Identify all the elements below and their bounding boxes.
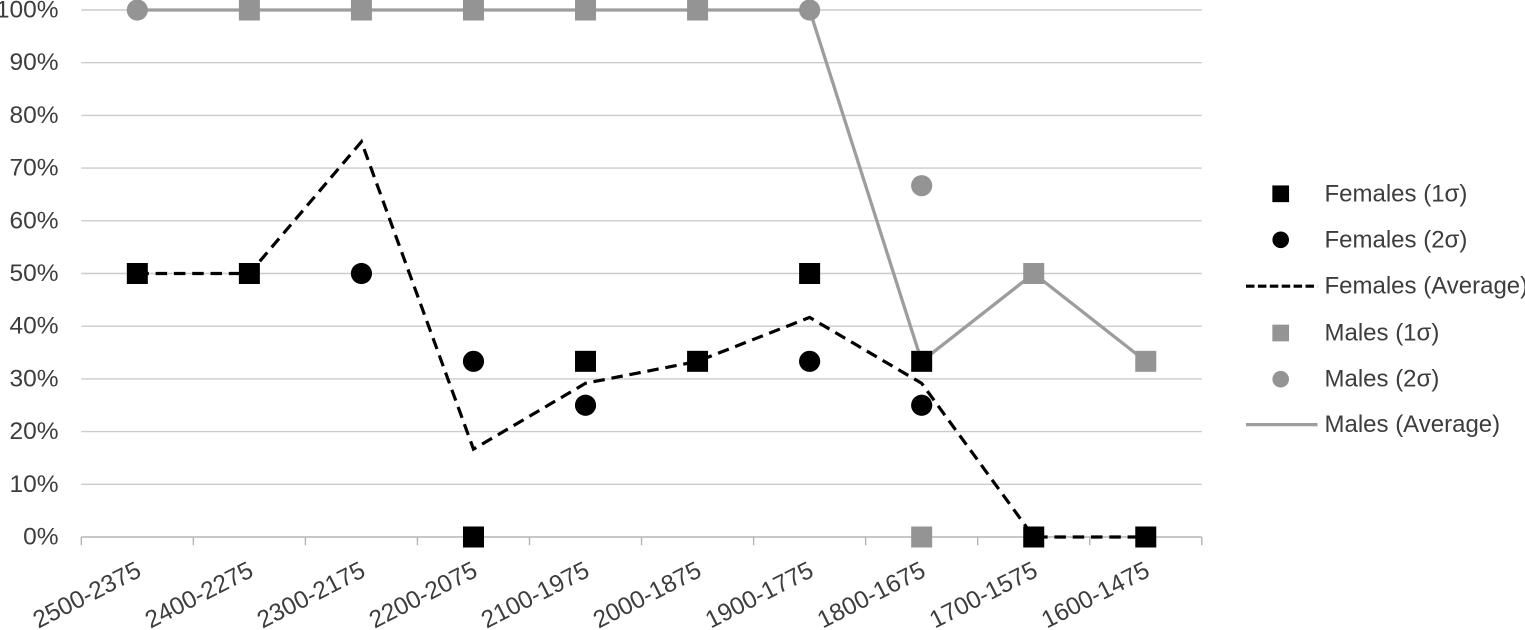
svg-text:0%: 0% bbox=[23, 524, 58, 551]
svg-text:10%: 10% bbox=[9, 471, 58, 498]
svg-text:Males (2σ): Males (2σ) bbox=[1325, 366, 1440, 393]
svg-text:60%: 60% bbox=[9, 207, 58, 234]
svg-text:70%: 70% bbox=[9, 155, 58, 182]
svg-text:30%: 30% bbox=[9, 365, 58, 392]
svg-text:Males (Average): Males (Average) bbox=[1325, 411, 1501, 438]
svg-text:20%: 20% bbox=[9, 418, 58, 445]
svg-text:Females (Average): Females (Average) bbox=[1325, 273, 1525, 300]
svg-text:80%: 80% bbox=[9, 102, 58, 129]
svg-text:Males (1σ): Males (1σ) bbox=[1325, 320, 1440, 347]
svg-text:90%: 90% bbox=[9, 49, 58, 76]
svg-text:50%: 50% bbox=[9, 260, 58, 287]
svg-text:40%: 40% bbox=[9, 313, 58, 340]
svg-text:Females (1σ): Females (1σ) bbox=[1325, 180, 1468, 207]
svg-text:100%: 100% bbox=[0, 0, 59, 24]
svg-text:Females (2σ): Females (2σ) bbox=[1325, 226, 1468, 253]
